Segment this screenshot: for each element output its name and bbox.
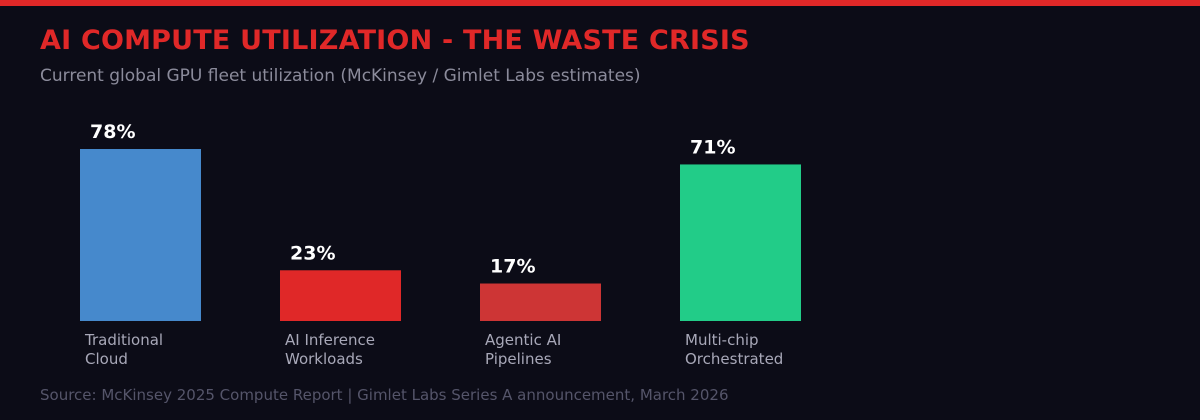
chart-title: AI COMPUTE UTILIZATION - THE WASTE CRISI… <box>40 25 750 56</box>
source-note: Source: McKinsey 2025 Compute Report | G… <box>40 386 729 404</box>
category-label-line: Workloads <box>285 350 363 368</box>
category-label-line: Orchestrated <box>685 350 783 368</box>
category-label-line: Agentic AI <box>485 331 561 349</box>
category-label-2: AI Inference Workloads <box>285 331 375 368</box>
category-label-line: Traditional <box>84 331 163 349</box>
value-label-4: 71% <box>690 136 735 158</box>
bar-2 <box>280 270 401 321</box>
category-label-line: Multi-chip <box>685 331 759 349</box>
category-label-line: AI Inference <box>285 331 375 349</box>
category-label-3: Agentic AI Pipelines <box>485 331 561 368</box>
bar-1 <box>80 149 201 321</box>
category-label-line: Pipelines <box>485 350 552 368</box>
category-label-line: Cloud <box>85 350 128 368</box>
category-label-1: Traditional Cloud <box>84 331 163 368</box>
bar-4 <box>680 164 801 321</box>
category-label-4: Multi-chip Orchestrated <box>685 331 783 368</box>
value-label-2: 23% <box>290 242 335 264</box>
value-label-1: 78% <box>90 121 135 143</box>
chart-subtitle: Current global GPU fleet utilization (Mc… <box>40 66 641 86</box>
top-accent-rule <box>0 0 1200 6</box>
bar-3 <box>480 283 601 321</box>
value-label-3: 17% <box>490 256 535 278</box>
